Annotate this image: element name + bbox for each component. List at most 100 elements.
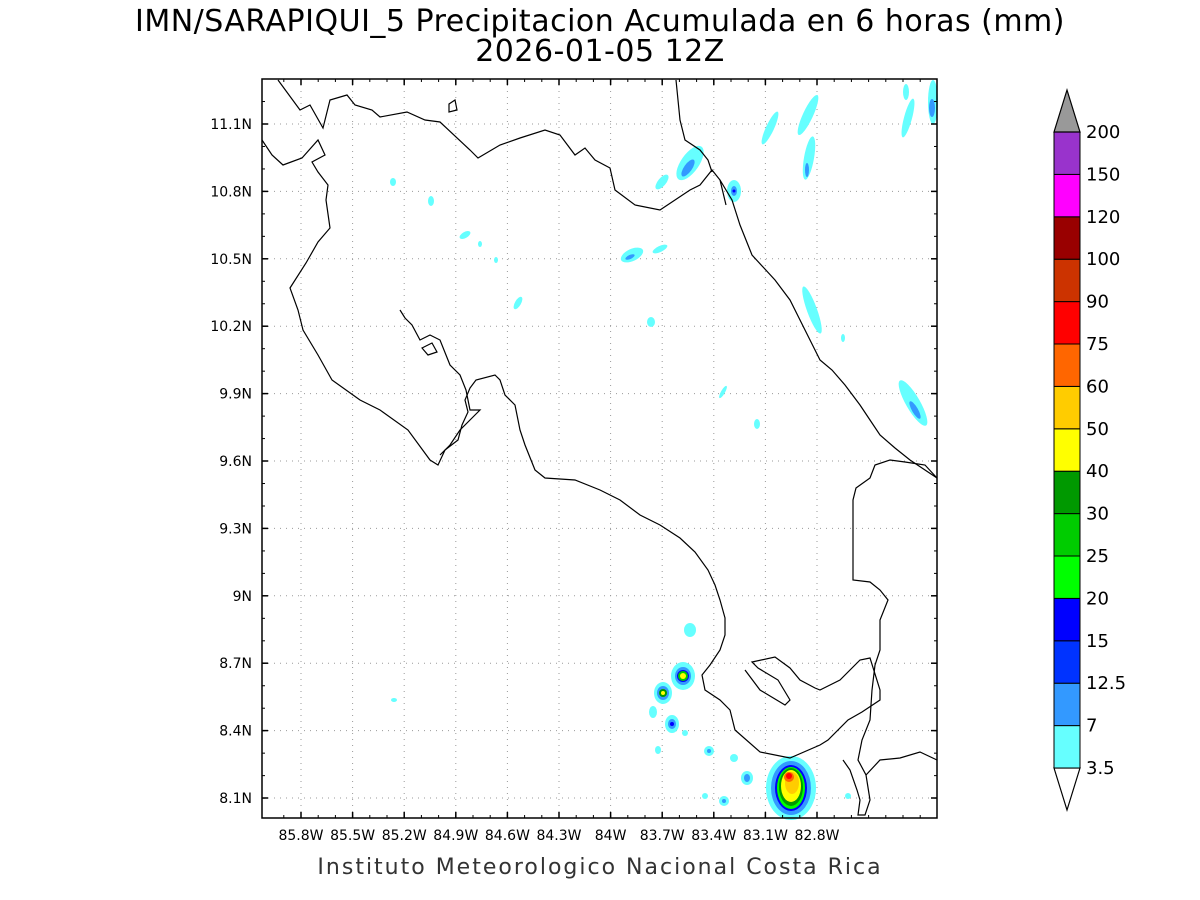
colorbar-label: 100: [1086, 249, 1120, 270]
rain-cell: [428, 196, 434, 206]
map-frame: [261, 78, 938, 819]
colorbar-top-arrow: [1053, 87, 1081, 133]
rain-cell: [797, 94, 819, 136]
rain-cell: [754, 419, 760, 429]
lon-tick-label: 84.9W: [433, 828, 478, 844]
rain-cell: [655, 174, 669, 190]
colorbar-label: 50: [1086, 419, 1109, 440]
colorbar-label: 25: [1086, 546, 1109, 567]
lat-tick-label: 10.8N: [210, 184, 252, 200]
rain-cell: [744, 774, 750, 782]
rain-cell: [903, 84, 909, 100]
colorbar-swatch: [1053, 513, 1081, 557]
colorbar-swatch: [1053, 173, 1081, 218]
colorbar-label: 200: [1086, 122, 1120, 143]
lake-island: [448, 99, 458, 113]
rain-cell: [845, 793, 851, 799]
rain-cell: [707, 749, 711, 753]
colorbar-label: 15: [1086, 631, 1109, 652]
lat-tick-label: 10.2N: [210, 319, 252, 335]
colorbar-swatch: [1053, 428, 1081, 472]
gulf-island: [421, 342, 438, 356]
lon-tick-label: 82.8W: [794, 828, 839, 844]
lon-tick-label: 84W: [595, 828, 627, 844]
colorbar-swatch: [1053, 555, 1081, 599]
rain-cell: [670, 722, 674, 726]
precipitation-field: [390, 80, 938, 820]
rain-cell: [680, 673, 686, 679]
caribbean-coast: [719, 179, 938, 479]
colorbar-swatch: [1053, 216, 1081, 260]
panama-coast: [865, 751, 938, 776]
nicoya-coast: [399, 309, 482, 456]
rain-cell: [681, 159, 695, 177]
latitude-axis: 11.1N 10.8N 10.5N 10.2N 9.9N 9.6N 9.3N 9N 8.7N 8.…: [210, 101, 937, 807]
map-title: IMN/SARAPIQUI_5 Precipitacion Acumulada …: [135, 4, 1065, 39]
rain-cell: [625, 254, 635, 260]
colorbar-label: 75: [1086, 334, 1109, 355]
lon-tick-label: 85.2W: [382, 828, 427, 844]
colorbar-swatch: [1053, 470, 1081, 515]
rain-cell: [901, 98, 915, 138]
rain-cell: [805, 163, 809, 177]
colorbar-swatch: [1053, 385, 1081, 430]
colorbar-bottom-arrow: [1053, 767, 1081, 813]
rain-cell: [494, 257, 498, 263]
lat-tick-label: 11.1N: [210, 117, 252, 133]
map-background: [262, 79, 937, 818]
rain-cell: [702, 793, 708, 799]
lat-tick-label: 9.9N: [219, 387, 252, 403]
colorbar-swatch: [1053, 343, 1081, 387]
rain-cell: [390, 178, 396, 186]
colorbar-label: 150: [1086, 164, 1120, 185]
rain-cell: [682, 730, 688, 736]
colorbar-swatch: [1053, 301, 1081, 345]
footer-credit: Instituto Meteorologico Nacional Costa R…: [317, 855, 883, 880]
lon-tick-label: 83.7W: [640, 828, 685, 844]
panama-border: [842, 459, 938, 816]
lat-tick-label: 10.5N: [210, 252, 252, 268]
lon-tick-label: 85.8W: [278, 828, 323, 844]
rain-cell: [722, 799, 726, 803]
colorbar-label: 40: [1086, 461, 1109, 482]
rain-cell: [478, 241, 482, 247]
colorbar-label: 20: [1086, 588, 1109, 609]
rain-cell: [459, 231, 471, 239]
coastlines: [261, 79, 938, 816]
colorbar-swatch: [1053, 131, 1081, 175]
rain-cell: [841, 334, 845, 342]
nicaragua-west-coast: [261, 138, 881, 759]
rain-cell: [652, 244, 668, 254]
rain-cell: [647, 317, 655, 327]
colorbar-label: 12.5: [1086, 673, 1126, 694]
colorbar-label: 60: [1086, 376, 1109, 397]
rain-cell: [909, 401, 921, 419]
colorbar-swatch: [1053, 640, 1081, 684]
rain-cell: [719, 385, 727, 399]
colorbar: 3.5 7 12.5 15 20 25 30 40 50 60 75 90 100 120 150 200: [1053, 87, 1126, 813]
nicaragua-coast-east: [675, 79, 713, 173]
colorbar-label: 30: [1086, 504, 1109, 525]
rain-cell: [732, 189, 736, 193]
lat-tick-label: 9.6N: [219, 454, 252, 470]
colorbar-swatch: [1053, 682, 1081, 727]
lat-tick-label: 8.4N: [219, 724, 252, 740]
rain-cell: [730, 754, 738, 762]
rain-cell: [391, 698, 397, 702]
lat-tick-label: 9.3N: [219, 521, 252, 537]
rain-cell: [655, 746, 661, 754]
map-panel: 85.8W 85.5W 85.2W 84.9W 84.6W 84.3W 84W 83.7W 83…: [210, 78, 938, 844]
colorbar-label: 90: [1086, 292, 1109, 313]
longitude-axis: 85.8W 85.5W 85.2W 84.9W 84.6W 84.3W 84W 83.7W 83…: [278, 79, 921, 844]
colorbar-swatch: [1053, 258, 1081, 303]
rain-cell: [684, 623, 696, 637]
colorbar-label: 7: [1086, 716, 1097, 737]
lon-tick-label: 85.5W: [330, 828, 375, 844]
lon-tick-label: 83.4W: [691, 828, 736, 844]
rain-cell: [661, 691, 665, 695]
rain-cell: [513, 296, 523, 310]
colorbar-label: 120: [1086, 207, 1120, 228]
colorbar-swatch: [1053, 597, 1081, 642]
lat-tick-label: 9N: [233, 589, 252, 605]
